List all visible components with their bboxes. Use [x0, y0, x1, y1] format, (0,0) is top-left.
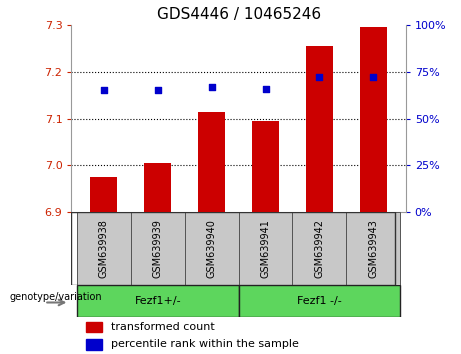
Bar — [306, 46, 333, 212]
Bar — [185, 212, 239, 285]
Bar — [252, 121, 279, 212]
Bar — [86, 339, 102, 349]
Bar — [86, 322, 102, 332]
Bar — [77, 212, 131, 285]
Text: GSM639938: GSM639938 — [99, 219, 109, 278]
Bar — [239, 212, 292, 285]
Bar — [77, 285, 239, 317]
Text: GSM639940: GSM639940 — [207, 219, 217, 278]
Title: GDS4446 / 10465246: GDS4446 / 10465246 — [156, 7, 321, 22]
Bar — [346, 212, 400, 285]
Text: transformed count: transformed count — [111, 322, 214, 332]
Bar — [360, 27, 387, 212]
Text: Fezf1+/-: Fezf1+/- — [135, 296, 181, 306]
Bar — [131, 212, 185, 285]
Bar — [144, 163, 171, 212]
Point — [154, 88, 161, 93]
Point — [262, 86, 269, 91]
Text: GSM639943: GSM639943 — [368, 219, 378, 278]
Text: GSM639939: GSM639939 — [153, 219, 163, 278]
Point — [316, 74, 323, 80]
Point — [100, 88, 107, 93]
Bar — [198, 112, 225, 212]
Point — [208, 84, 215, 90]
Bar — [90, 177, 117, 212]
Text: GSM639942: GSM639942 — [314, 219, 325, 278]
Bar — [239, 285, 400, 317]
Bar — [292, 212, 346, 285]
Text: GSM639941: GSM639941 — [260, 219, 271, 278]
Point — [370, 74, 377, 80]
Text: genotype/variation: genotype/variation — [9, 292, 102, 302]
Text: percentile rank within the sample: percentile rank within the sample — [111, 339, 299, 349]
Text: Fezf1 -/-: Fezf1 -/- — [297, 296, 342, 306]
